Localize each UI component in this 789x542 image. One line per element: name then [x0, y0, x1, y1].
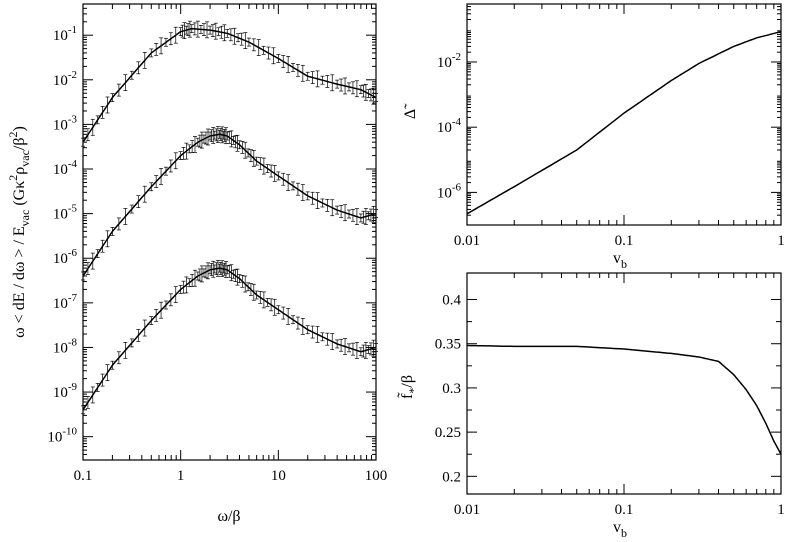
fstar-x-tick-label: 1: [777, 502, 785, 518]
ylabel-part-g: (Gκ: [11, 181, 28, 210]
delta-y-axis-label: Δ̃: [402, 103, 419, 119]
spectrum-x-tick-label: 10: [271, 468, 286, 484]
ylabel-part-beta: /β: [11, 137, 28, 150]
fstar-y-axis-label: f̃*/β: [397, 375, 420, 399]
delta-series-0-line: [466, 30, 782, 215]
fstar-x-axis-label: vb: [613, 519, 627, 540]
delta-y-tick-label: 10-2: [437, 51, 461, 71]
fstar-y-tick-label: 0.2: [442, 469, 461, 485]
fstar-y-tick-label: 0.4: [442, 293, 461, 309]
ylabel-sup-2b: 2: [6, 131, 20, 137]
ylabel-sub-vac2: vac: [18, 150, 32, 167]
fstar-marks: 0.01 0.1 1 0.2 0.25 0.3 0.35 0.4: [435, 273, 785, 518]
spectrum-y-tick-label: 10-6: [53, 247, 78, 267]
delta-x-tick-label: 0.1: [615, 233, 634, 249]
delta-marks: 0.01 0.1 1 10-6 10-4 10-2: [437, 4, 785, 249]
fstar-panel: 0.01 0.1 1 0.2 0.25 0.3 0.35 0.4 vb f̃*/β: [397, 272, 785, 540]
fstar-x-tick-label: 0.1: [615, 502, 634, 518]
spectrum-y-tick-label: 10-2: [53, 69, 77, 89]
spectrum-x-tick-label: 1: [177, 468, 185, 484]
fstar-frame: [466, 272, 782, 495]
delta-x-axis-label: vb: [613, 250, 627, 271]
spectrum-marks: 0.1 1 10 100 10-10 10-9 10-8 10-7 10-6 10-5 10-4 10…: [47, 4, 387, 484]
spectrum-x-axis-label: ω/β: [217, 508, 240, 525]
delta-y-tick-label: 10-6: [437, 181, 462, 201]
fstar-y-tick-label: 0.3: [442, 381, 461, 397]
ylabel-sup-2a: 2: [6, 175, 20, 181]
fstar-y-tick-label: 0.35: [435, 337, 461, 353]
fstar-series-0-line: [466, 344, 782, 455]
spectrum-y-tick-label: 10-5: [53, 203, 78, 223]
ylabel-part-omega: ω < dE / dω > / E: [11, 226, 28, 338]
ylabel-sub-vac: vac: [18, 210, 32, 227]
delta-frame: [466, 3, 782, 226]
delta-x-tick-label: 0.01: [454, 233, 480, 249]
spectrum-y-tick-label: 10-3: [53, 113, 78, 133]
ylabel-part-close: ): [11, 126, 28, 131]
ylabel-part-rho: ρ: [11, 167, 28, 175]
spectrum-y-tick-label: 10-1: [53, 24, 77, 44]
fstar-x-tick-label: 0.01: [454, 502, 480, 518]
spectrum-y-axis-label: ω < dE / dω > / Evac (Gκ2ρvac/β2): [6, 126, 32, 338]
spectrum-y-tick-label: 10-10: [47, 426, 77, 446]
spectrum-x-tick-label: 0.1: [74, 468, 93, 484]
spectrum-panel: 0.1 1 10 100 10-10 10-9 10-8 10-7 10-6 10-5 10-4 10…: [6, 3, 387, 525]
spectrum-frame: [82, 3, 377, 461]
delta-y-tick-label: 10-4: [437, 116, 462, 136]
spectrum-x-tick-label: 100: [365, 468, 388, 484]
spectrum-y-tick-label: 10-4: [53, 158, 78, 178]
delta-panel: 0.01 0.1 1 10-6 10-4 10-2 vb Δ̃: [402, 3, 785, 271]
fstar-y-tick-label: 0.25: [435, 425, 461, 441]
spectrum-y-tick-label: 10-9: [53, 381, 78, 401]
spectrum-y-tick-label: 10-8: [53, 336, 78, 356]
spectrum-y-tick-label: 10-7: [53, 292, 78, 312]
delta-x-tick-label: 1: [777, 233, 785, 249]
